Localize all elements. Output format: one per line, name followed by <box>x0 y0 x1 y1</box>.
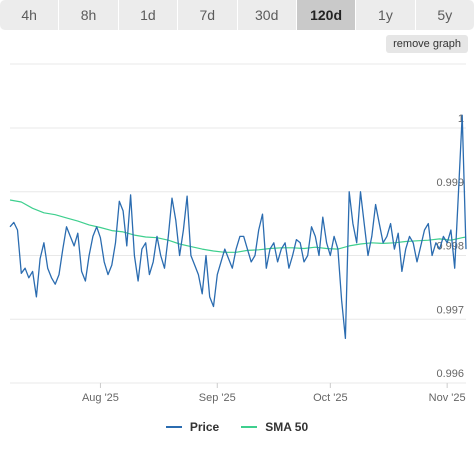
chart-legend: Price SMA 50 <box>0 420 474 434</box>
tab-8h[interactable]: 8h <box>59 0 118 30</box>
legend-item-sma[interactable]: SMA 50 <box>241 420 308 434</box>
y-tick-label: 0.998 <box>436 241 464 253</box>
y-tick-label: 0.997 <box>436 304 464 316</box>
tab-5y[interactable]: 5y <box>415 0 474 30</box>
tab-30d[interactable]: 30d <box>237 0 296 30</box>
legend-label-price: Price <box>189 420 220 434</box>
y-tick-label: 0.999 <box>436 177 464 189</box>
legend-label-sma: SMA 50 <box>265 420 309 434</box>
price-legend-swatch <box>165 426 182 428</box>
timeframe-tabs: 4h 8h 1d 7d 30d 120d 1y 5y <box>0 0 474 30</box>
y-tick-label: 0.996 <box>436 368 464 380</box>
tab-4h[interactable]: 4h <box>0 0 59 30</box>
x-tick-label: Sep '25 <box>199 392 236 404</box>
remove-graph-button[interactable]: remove graph <box>386 35 468 53</box>
x-tick-label: Aug '25 <box>82 392 119 404</box>
x-tick-label: Oct '25 <box>313 392 348 404</box>
price-series-line <box>9 114 467 340</box>
series-lines <box>9 114 467 340</box>
grid-lines <box>10 63 466 384</box>
y-tick-label: 1 <box>458 113 464 125</box>
x-tick-label: Nov '25 <box>429 392 466 404</box>
x-axis-ticks: Aug '25 Sep '25 Oct '25 Nov '25 <box>82 383 466 404</box>
tab-120d[interactable]: 120d <box>296 0 356 30</box>
tab-1d[interactable]: 1d <box>118 0 178 30</box>
sma-legend-swatch <box>241 426 258 428</box>
tab-7d[interactable]: 7d <box>178 0 237 30</box>
legend-item-price[interactable]: Price <box>165 420 220 434</box>
tab-1y[interactable]: 1y <box>356 0 415 30</box>
y-axis-ticks: 1 0.999 0.998 0.997 0.996 <box>436 113 464 380</box>
